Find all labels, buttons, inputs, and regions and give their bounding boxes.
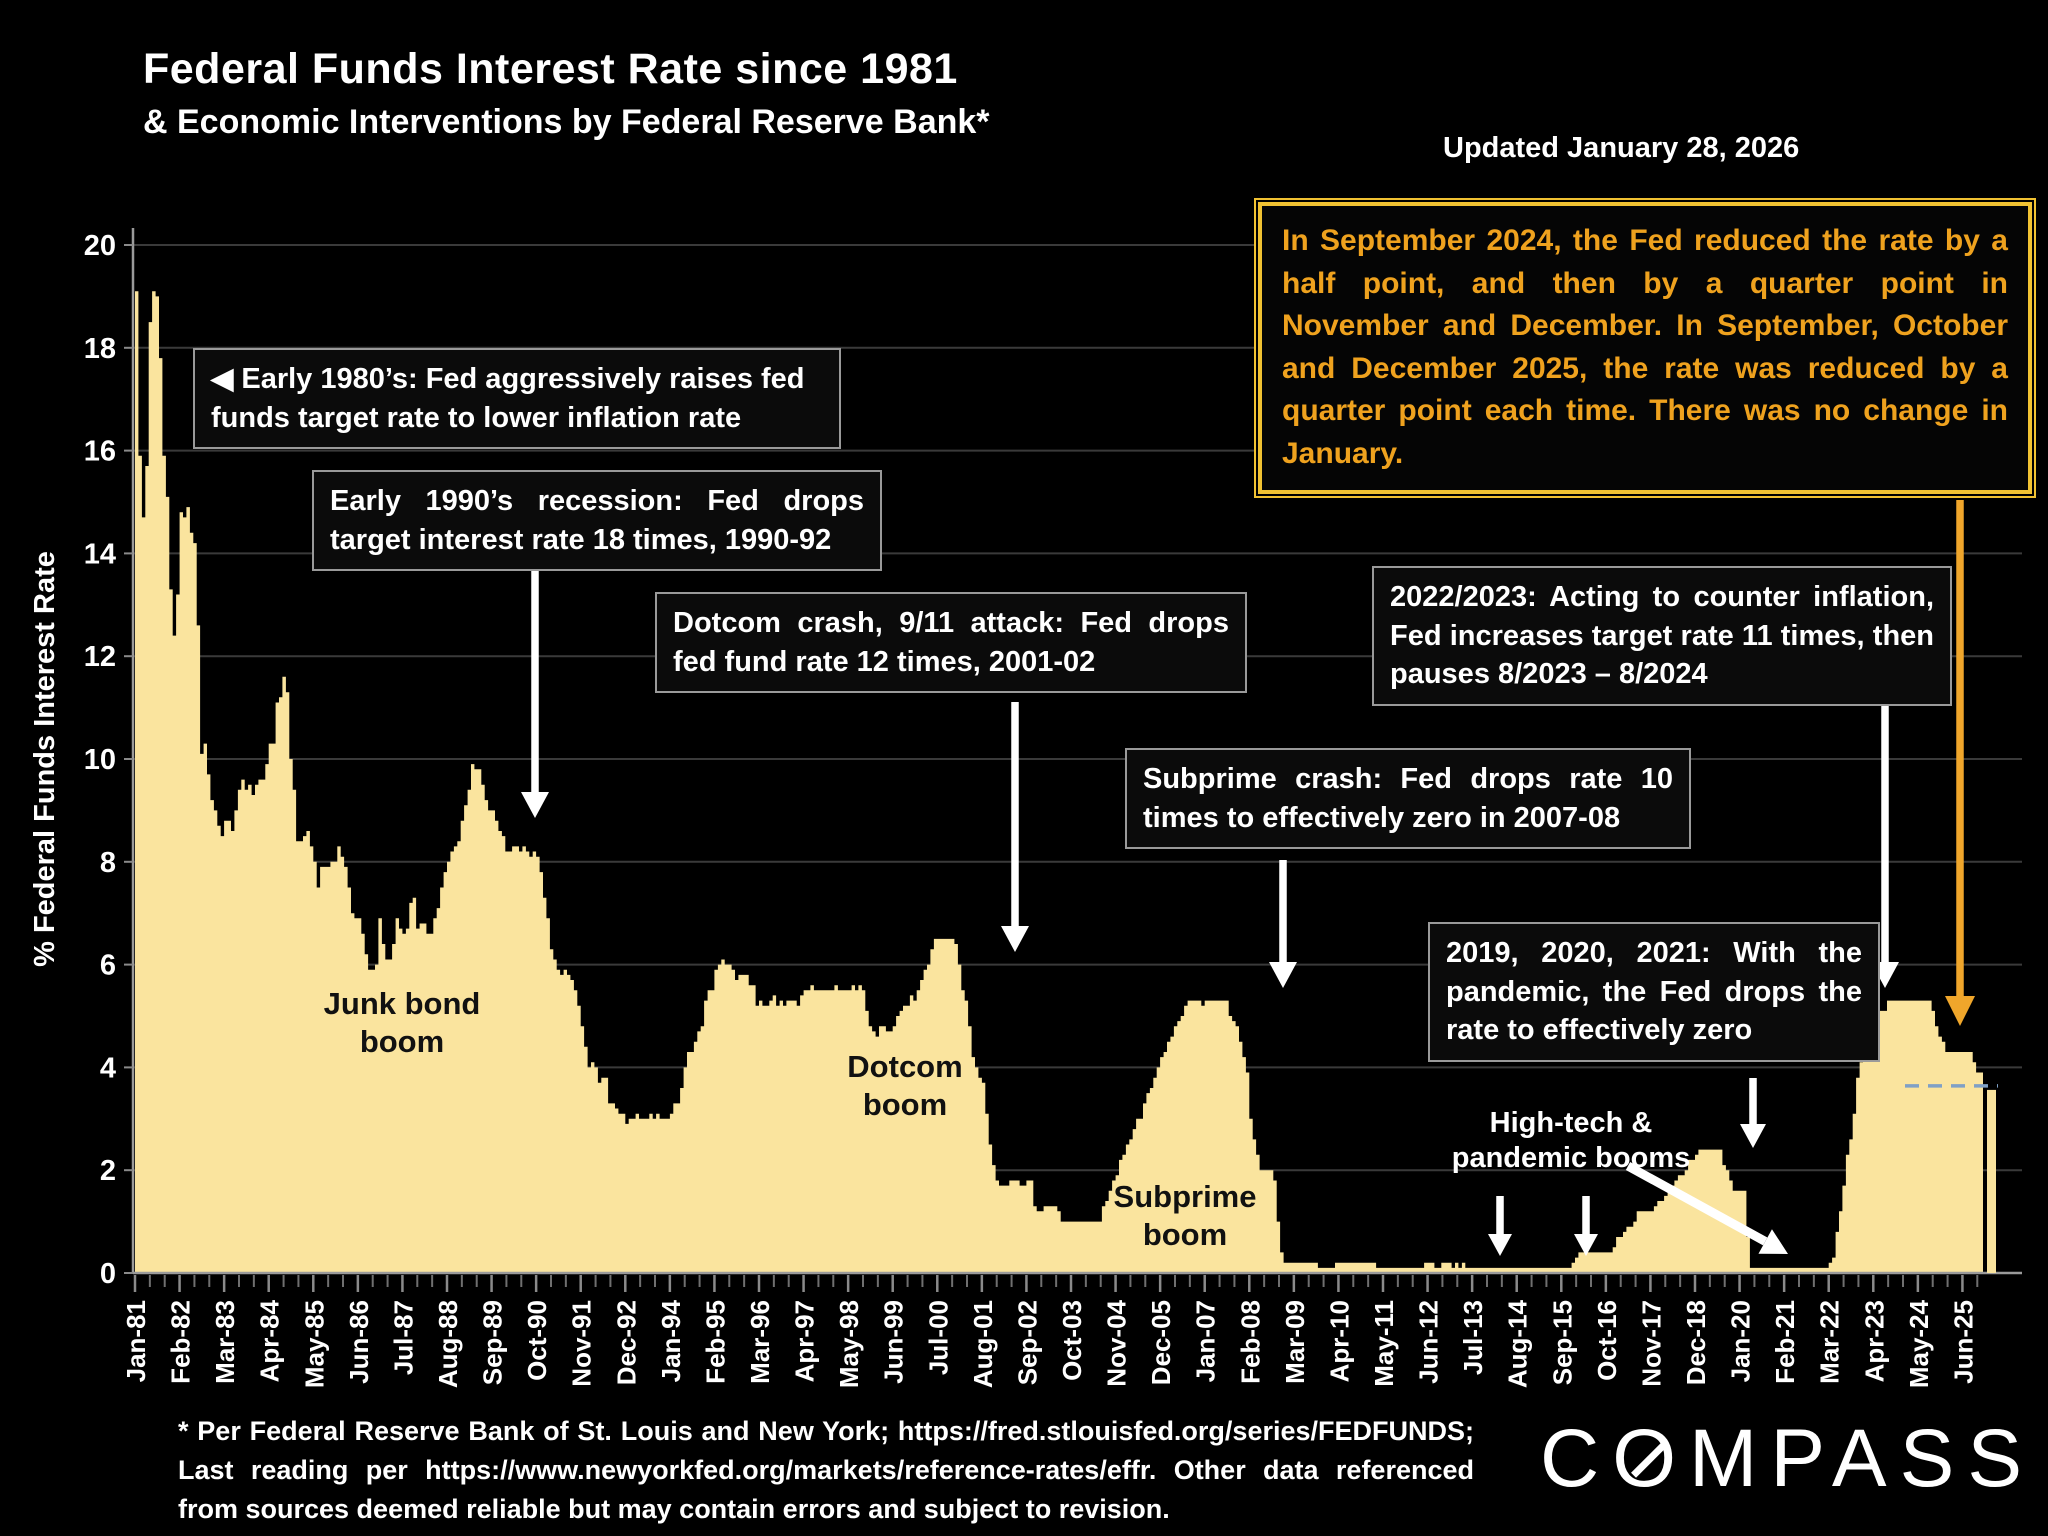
logo-letters-rest: MPASS	[1689, 1413, 2036, 1504]
x-tick-label: Jun-25	[1948, 1300, 1978, 1384]
x-tick-label: Jun-86	[344, 1300, 374, 1384]
x-tick-label: Oct-90	[522, 1300, 552, 1381]
y-tick-label: 14	[84, 538, 116, 570]
x-tick-label: May-24	[1904, 1299, 1934, 1388]
y-axis-title: % Federal Funds Interest Rate	[29, 551, 61, 967]
x-tick-label: Apr-84	[255, 1299, 285, 1382]
x-tick-label: Jun-12	[1414, 1300, 1444, 1384]
x-tick-label: Aug-01	[968, 1300, 998, 1388]
x-tick-label: May-98	[834, 1300, 864, 1388]
arrow-pandemic-boom-head	[1758, 1229, 1788, 1254]
x-tick-label: Jul-00	[923, 1300, 953, 1375]
x-tick-label: Feb-82	[166, 1300, 196, 1384]
label-dotcom-boom: Dotcom boom	[847, 1049, 963, 1122]
label-hightech-pandemic-booms: High-tech & pandemic booms	[1451, 1107, 1691, 1175]
source-footnote: * Per Federal Reserve Bank of St. Louis …	[178, 1416, 1474, 1525]
arrow-pandemic-boom	[1625, 1162, 1768, 1246]
x-tick-label: Sep-02	[1012, 1300, 1042, 1385]
x-tick-label: Oct-03	[1057, 1300, 1087, 1381]
y-tick-label: 10	[84, 744, 116, 776]
x-tick-label: Apr-97	[790, 1300, 820, 1382]
x-tick-label: Aug-14	[1503, 1299, 1533, 1388]
last-reading-bar	[1987, 1089, 1996, 1273]
arrow-early-1990s-head	[521, 792, 549, 818]
x-tick-label: Dec-18	[1681, 1300, 1711, 1385]
arrow-pandemic-2019-head	[1740, 1124, 1766, 1148]
arrow-subprime-crash-head	[1269, 962, 1297, 988]
callout-2024-2025-rate-cuts: In September 2024, the Fed reduced the r…	[1258, 202, 2032, 494]
x-tick-label: Sep-89	[478, 1300, 508, 1385]
y-tick-label: 12	[84, 641, 116, 673]
annotation-subprime-crash: Subprime crash: Fed drops rate 10 times …	[1125, 748, 1691, 850]
x-tick-label: Nov-17	[1636, 1300, 1666, 1387]
x-tick-label: Jan-94	[656, 1299, 686, 1382]
annotation-early-1980s: ◀ Early 1980’s: Fed aggressively raises …	[193, 348, 841, 450]
x-tick-label: Mar-83	[210, 1300, 240, 1384]
x-tick-label: Mar-09	[1280, 1300, 1310, 1384]
y-tick-label: 0	[100, 1258, 116, 1290]
compass-o-icon: O	[1612, 1413, 1690, 1504]
x-tick-label: Feb-95	[700, 1300, 730, 1384]
x-tick-label: Apr-23	[1859, 1300, 1889, 1382]
x-tick-label: Jul-13	[1458, 1300, 1488, 1375]
x-tick-label: Sep-15	[1547, 1300, 1577, 1385]
x-tick-label: May-85	[299, 1300, 329, 1388]
y-tick-label: 20	[84, 230, 116, 262]
x-tick-label: Jul-87	[388, 1300, 418, 1375]
x-tick-label: Apr-10	[1324, 1300, 1354, 1382]
x-tick-label: Mar-96	[745, 1300, 775, 1384]
x-tick-label: Jan-07	[1191, 1300, 1221, 1382]
annotation-2022-2023-inflation: 2022/2023: Acting to counter inflation, …	[1372, 566, 1952, 706]
x-tick-label: Nov-04	[1102, 1299, 1132, 1386]
x-tick-label: Nov-91	[567, 1300, 597, 1387]
arrow-gold-2025-cuts-head	[1945, 996, 1975, 1026]
annotation-early-1990s: Early 1990’s recession: Fed drops target…	[312, 470, 882, 572]
y-tick-label: 6	[100, 950, 116, 982]
x-tick-label: May-11	[1369, 1300, 1399, 1387]
rate-area	[135, 291, 1983, 1273]
x-tick-label: Aug-88	[433, 1300, 463, 1388]
x-tick-label: Jan-81	[121, 1300, 151, 1382]
page-title: Federal Funds Interest Rate since 1981	[143, 45, 958, 93]
x-tick-label: Feb-21	[1770, 1300, 1800, 1384]
label-subprime-boom: Subprime boom	[1113, 1179, 1257, 1252]
x-tick-label: Dec-05	[1146, 1300, 1176, 1385]
arrow-hightech-boom-2-head	[1574, 1234, 1598, 1256]
x-tick-label: Dec-92	[611, 1300, 641, 1385]
y-tick-label: 18	[84, 333, 116, 365]
arrow-hightech-boom-1-head	[1488, 1234, 1512, 1256]
page-subtitle: & Economic Interventions by Federal Rese…	[143, 103, 990, 141]
x-tick-label: Oct-16	[1592, 1300, 1622, 1381]
label-junk-bond-boom: Junk bond boom	[323, 986, 481, 1059]
x-tick-label: Mar-22	[1815, 1300, 1845, 1384]
y-tick-label: 16	[84, 436, 116, 468]
x-tick-label: Jun-99	[879, 1300, 909, 1384]
x-tick-label: Feb-08	[1235, 1300, 1265, 1384]
logo-letter-c: C	[1540, 1413, 1613, 1504]
y-tick-label: 8	[100, 847, 116, 879]
updated-date: Updated January 28, 2026	[1443, 132, 1800, 164]
y-tick-label: 4	[100, 1052, 116, 1084]
x-tick-label: Jan-20	[1726, 1300, 1756, 1382]
annotation-dotcom-crash: Dotcom crash, 9/11 attack: Fed drops fed…	[655, 592, 1247, 694]
y-tick-label: 2	[100, 1155, 116, 1187]
annotation-pandemic-zero: 2019, 2020, 2021: With the pandemic, the…	[1428, 922, 1880, 1062]
arrow-dotcom-crash-head	[1001, 926, 1029, 952]
compass-logo: COMPASS	[1540, 1412, 2035, 1506]
